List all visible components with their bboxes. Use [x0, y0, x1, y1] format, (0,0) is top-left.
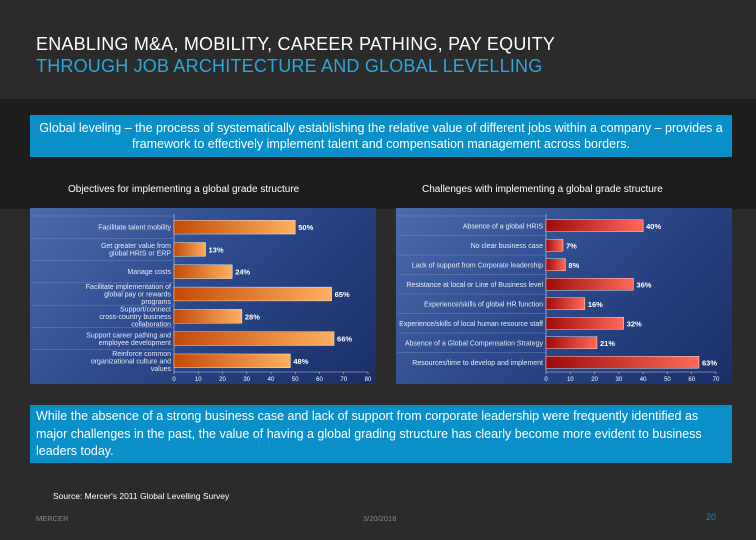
- intro-callout: Global leveling – the process of systema…: [30, 115, 732, 157]
- bar-value-label: 48%: [293, 357, 308, 366]
- x-tick-label: 40: [640, 377, 647, 383]
- x-tick-label: 50: [292, 377, 299, 383]
- x-tick-label: 30: [616, 377, 623, 383]
- bar-category-label: Experience/skills of local human resourc…: [399, 321, 543, 328]
- bar-value-label: 8%: [568, 261, 579, 270]
- bar: [173, 220, 296, 235]
- bar-category-label: Support/connect cross-country business col…: [99, 306, 171, 328]
- bar-category-label: Reinforce common organizational culture a…: [91, 351, 172, 373]
- source-note: Source: Mercer's 2011 Global Levelling S…: [53, 491, 230, 501]
- bar: [545, 219, 644, 232]
- summary-callout: While the absence of a strong business c…: [30, 405, 732, 463]
- bar-category-label: No clear business case: [471, 243, 543, 250]
- objectives-chart-title: Objectives for implementing a global gra…: [68, 184, 300, 195]
- bar-value-label: 36%: [636, 280, 651, 289]
- bar-category-label: Lack of support from Corporate leadershi…: [412, 262, 543, 269]
- bar: [173, 286, 332, 302]
- bar: [545, 356, 700, 369]
- bar-value-label: 65%: [335, 290, 350, 299]
- challenges-bar-chart: 40% Absence of a global HRIS 7% No clear bu…: [396, 208, 732, 384]
- challenges-chart-svg: 40% Absence of a global HRIS 7% No clear bu…: [398, 214, 720, 383]
- bar-value-label: 40%: [646, 222, 661, 231]
- challenges-chart-title: Challenges with implementing a global gr…: [422, 184, 663, 195]
- bar: [173, 242, 206, 257]
- x-tick-label: 20: [591, 377, 598, 383]
- bar: [173, 264, 233, 279]
- bar: [173, 331, 335, 346]
- bar: [545, 297, 586, 310]
- x-tick-label: 70: [713, 377, 720, 383]
- x-tick-label: 10: [195, 377, 202, 383]
- bar-value-label: 63%: [702, 358, 717, 367]
- bar: [545, 336, 598, 349]
- bar-value-label: 28%: [245, 312, 260, 321]
- slide-title: ENABLING M&A, MOBILITY, CAREER PATHING, …: [36, 34, 556, 54]
- bar: [173, 353, 291, 368]
- x-tick-label: 0: [544, 377, 548, 383]
- x-tick-label: 80: [365, 377, 372, 383]
- footer-brand: MERCER: [36, 514, 69, 523]
- x-tick-label: 40: [268, 377, 275, 383]
- bar-category-label: Resources/time to develop and implement: [412, 360, 543, 367]
- bar: [545, 278, 634, 291]
- bar-category-label: Manage costs: [127, 269, 171, 276]
- bar-category-label: Get greater value from global HRIS or ERP: [101, 243, 171, 257]
- x-tick-label: 70: [340, 377, 347, 383]
- bar-category-label: Facilitate implementation of global pay o…: [86, 284, 172, 306]
- x-tick-label: 20: [219, 377, 226, 383]
- bar-value-label: 16%: [588, 300, 603, 309]
- bar-category-label: Absence of a Global Compensation Strateg…: [405, 340, 544, 347]
- x-tick-label: 60: [688, 377, 695, 383]
- bar-value-label: 50%: [298, 223, 313, 232]
- bar-value-label: 66%: [337, 335, 352, 344]
- x-tick-label: 30: [243, 377, 250, 383]
- slide-subtitle: THROUGH JOB ARCHITECTURE AND GLOBAL LEVE…: [36, 56, 543, 76]
- bar-category-label: Facilitate talent mobility: [98, 225, 171, 232]
- bar: [545, 258, 566, 271]
- bar-category-label: Absence of a global HRIS: [463, 223, 543, 230]
- x-tick-label: 60: [316, 377, 323, 383]
- bar-category-label: Experience/skills of global HR function: [424, 301, 543, 308]
- bar-value-label: 32%: [627, 319, 642, 328]
- bar: [173, 309, 243, 324]
- bar-category-label: Resistance at local or Line of Business …: [406, 282, 543, 289]
- bar-value-label: 7%: [566, 241, 577, 250]
- x-tick-label: 10: [567, 377, 574, 383]
- bar-value-label: 24%: [235, 268, 250, 277]
- objectives-chart-svg: 50% Facilitate talent mobility 13% Get grea…: [32, 214, 372, 383]
- bar-value-label: 13%: [209, 245, 224, 254]
- bar-category-label: Support career pathing and employee devel…: [86, 332, 171, 347]
- objectives-bar-chart: 50% Facilitate talent mobility 13% Get grea…: [30, 208, 376, 384]
- footer-date: 3/20/2018: [363, 514, 397, 523]
- page-number: 20: [706, 512, 717, 522]
- bar-value-label: 21%: [600, 339, 615, 348]
- bar: [545, 239, 564, 252]
- bar: [545, 317, 624, 330]
- x-tick-label: 50: [664, 377, 671, 383]
- x-tick-label: 0: [172, 377, 176, 383]
